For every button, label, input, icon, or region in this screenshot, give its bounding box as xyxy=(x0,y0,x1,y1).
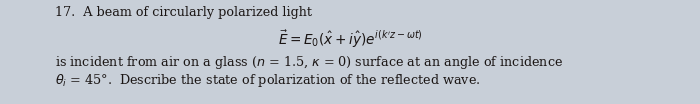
Text: $\theta_i$ = 45°.  Describe the state of polarization of the reflected wave.: $\theta_i$ = 45°. Describe the state of … xyxy=(55,72,481,89)
Text: $\vec{E} = E_0(\hat{x} + i\hat{y})e^{i(k^{\prime}z-\omega t)}$: $\vec{E} = E_0(\hat{x} + i\hat{y})e^{i(k… xyxy=(278,28,422,50)
Text: 17.  A beam of circularly polarized light: 17. A beam of circularly polarized light xyxy=(55,6,312,19)
Text: is incident from air on a glass ($n$ = 1.5, $\kappa$ = 0) surface at an angle of: is incident from air on a glass ($n$ = 1… xyxy=(55,54,563,71)
